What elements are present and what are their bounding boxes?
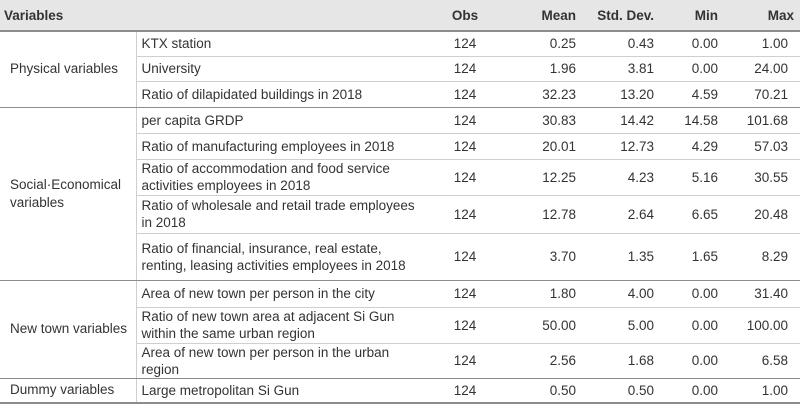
obs-cell: 124 — [426, 81, 505, 108]
std-cell: 3.81 — [582, 56, 661, 82]
std-cell: 13.20 — [582, 81, 661, 108]
max-cell: 57.03 — [724, 133, 800, 160]
table-row: Ratio of manufacturing employees in 2018… — [0, 133, 800, 160]
obs-cell: 124 — [426, 280, 505, 308]
mean-cell: 2.56 — [504, 343, 583, 379]
table-row: Ratio of accommodation and food service … — [0, 159, 800, 196]
mean-cell: 50.00 — [504, 307, 583, 344]
header-row: Variables Obs Mean Std. Dev. Min Max — [0, 0, 800, 32]
table-body: Physical variables KTX station 124 0.25 0.43… — [0, 31, 800, 404]
variable-name-cell: Large metropolitan Si Gun — [135, 378, 427, 404]
obs-cell: 124 — [426, 56, 505, 82]
header-std: Std. Dev. — [582, 0, 661, 32]
group-label: Physical variables — [0, 31, 136, 108]
std-cell: 4.00 — [582, 280, 661, 308]
table-row: Area of new town per person in the urban… — [0, 343, 800, 379]
header-max: Max — [724, 0, 800, 32]
variable-name-cell: Ratio of manufacturing employees in 2018 — [135, 133, 427, 160]
table-row: University 124 1.96 3.81 0.00 24.00 — [0, 56, 800, 82]
obs-cell: 124 — [426, 195, 505, 234]
max-cell: 20.48 — [724, 195, 800, 234]
table-row: Ratio of dilapidated buildings in 2018 12… — [0, 81, 800, 108]
table-row: New town variables Area of new town per p… — [0, 280, 800, 379]
group-label: Social·Economical variables — [0, 107, 136, 281]
std-cell: 1.68 — [582, 343, 661, 379]
header-variables: Variables — [0, 0, 427, 32]
min-cell: 1.65 — [660, 233, 725, 281]
mean-cell: 1.96 — [504, 56, 583, 82]
std-cell: 1.35 — [582, 233, 661, 281]
mean-cell: 30.83 — [504, 107, 583, 134]
min-cell: 0.00 — [660, 307, 725, 344]
max-cell: 70.21 — [724, 81, 800, 108]
variable-name-cell: per capita GRDP — [135, 107, 427, 134]
max-cell: 31.40 — [724, 280, 800, 308]
mean-cell: 12.25 — [504, 159, 583, 196]
std-cell: 4.23 — [582, 159, 661, 196]
header-obs: Obs — [426, 0, 505, 32]
std-cell: 0.50 — [582, 378, 661, 404]
variable-name-cell: KTX station — [135, 31, 427, 57]
max-cell: 1.00 — [724, 378, 800, 404]
variable-name-cell: Area of new town per person in the urban… — [135, 343, 427, 379]
descriptive-statistics-table: Variables Obs Mean Std. Dev. Min Max Phy… — [0, 0, 800, 404]
obs-cell: 124 — [426, 233, 505, 281]
min-cell: 4.59 — [660, 81, 725, 108]
obs-cell: 124 — [426, 107, 505, 134]
min-cell: 5.16 — [660, 159, 725, 196]
min-cell: 0.00 — [660, 280, 725, 308]
std-cell: 12.73 — [582, 133, 661, 160]
variable-name-cell: Ratio of wholesale and retail trade empl… — [135, 195, 427, 234]
std-cell: 5.00 — [582, 307, 661, 344]
std-cell: 2.64 — [582, 195, 661, 234]
max-cell: 24.00 — [724, 56, 800, 82]
min-cell: 4.29 — [660, 133, 725, 160]
mean-cell: 20.01 — [504, 133, 583, 160]
mean-cell: 3.70 — [504, 233, 583, 281]
max-cell: 101.68 — [724, 107, 800, 134]
min-cell: 0.00 — [660, 56, 725, 82]
obs-cell: 124 — [426, 133, 505, 160]
variable-name-cell: University — [135, 56, 427, 82]
table-row: Dummy variables Large metropolitan Si Gun… — [0, 378, 800, 404]
mean-cell: 32.23 — [504, 81, 583, 108]
min-cell: 0.00 — [660, 343, 725, 379]
max-cell: 8.29 — [724, 233, 800, 281]
std-cell: 0.43 — [582, 31, 661, 57]
obs-cell: 124 — [426, 31, 505, 57]
variable-name-cell: Ratio of financial, insurance, real esta… — [135, 233, 427, 281]
obs-cell: 124 — [426, 378, 505, 404]
header-mean: Mean — [504, 0, 583, 32]
obs-cell: 124 — [426, 343, 505, 379]
table-row: Social·Economical variables per capita GR… — [0, 107, 800, 281]
variable-name-cell: Ratio of dilapidated buildings in 2018 — [135, 81, 427, 108]
variable-name-cell: Ratio of accommodation and food service … — [135, 159, 427, 196]
std-cell: 14.42 — [582, 107, 661, 134]
table-row: Ratio of wholesale and retail trade empl… — [0, 195, 800, 234]
min-cell: 0.00 — [660, 31, 725, 57]
mean-cell: 0.25 — [504, 31, 583, 57]
obs-cell: 124 — [426, 307, 505, 344]
min-cell: 14.58 — [660, 107, 725, 134]
variable-name-cell: Ratio of new town area at adjacent Si Gu… — [135, 307, 427, 344]
max-cell: 6.58 — [724, 343, 800, 379]
min-cell: 6.65 — [660, 195, 725, 234]
max-cell: 1.00 — [724, 31, 800, 57]
mean-cell: 1.80 — [504, 280, 583, 308]
group-label: New town variables — [0, 280, 136, 379]
mean-cell: 0.50 — [504, 378, 583, 404]
obs-cell: 124 — [426, 159, 505, 196]
table-row: Physical variables KTX station 124 0.25 0.43… — [0, 31, 800, 108]
table-row: Ratio of new town area at adjacent Si Gu… — [0, 307, 800, 344]
table-row: Ratio of financial, insurance, real esta… — [0, 233, 800, 281]
group-label: Dummy variables — [0, 378, 136, 404]
mean-cell: 12.78 — [504, 195, 583, 234]
variable-name-cell: Area of new town per person in the city — [135, 280, 427, 308]
max-cell: 100.00 — [724, 307, 800, 344]
min-cell: 0.00 — [660, 378, 725, 404]
header-min: Min — [660, 0, 725, 32]
max-cell: 30.55 — [724, 159, 800, 196]
